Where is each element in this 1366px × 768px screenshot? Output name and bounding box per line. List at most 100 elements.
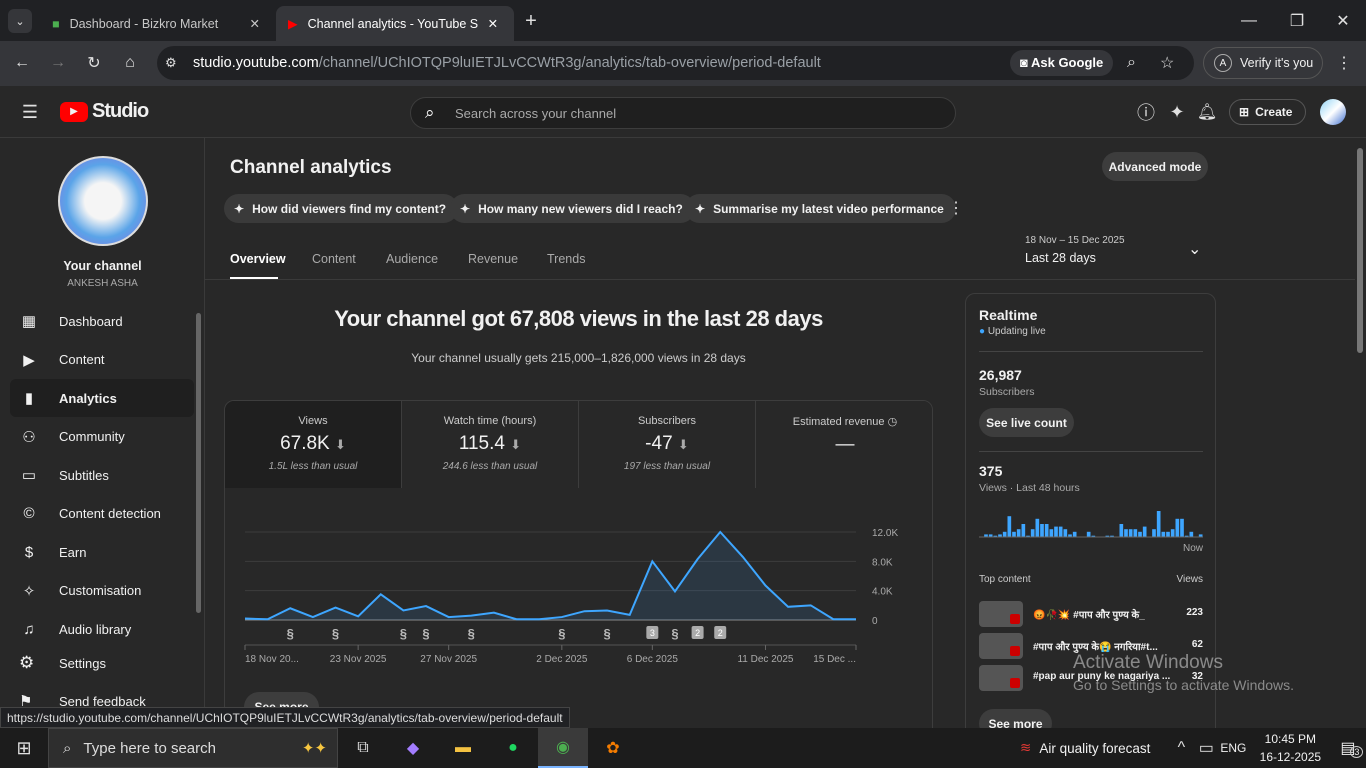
data-point[interactable] [601,604,613,616]
sidebar-item-settings[interactable]: ⚙ Settings [19,653,106,672]
tab-search-button[interactable]: ⌄ [8,9,32,33]
language-indicator[interactable]: ENG [1220,741,1247,755]
realtime-bar[interactable] [1198,534,1203,537]
realtime-bar[interactable] [984,534,988,537]
realtime-bar[interactable] [1105,535,1110,537]
top-content-title[interactable]: 😡🥀💥 #पाप और पुण्य के_ [1033,610,1145,621]
data-point[interactable] [284,602,296,614]
data-point[interactable] [556,611,568,623]
data-point[interactable] [443,611,455,623]
sidebar-item-audio-library[interactable]: ♫ Audio library [10,610,194,648]
ask-google-button[interactable]: ◙ Ask Google [1010,50,1114,76]
metric-tab[interactable]: Estimated revenue ◷ — [756,401,932,488]
channel-avatar[interactable] [58,156,148,246]
new-tab-button[interactable]: + [525,9,537,32]
sparkle-icon[interactable]: ✦ [1169,101,1185,122]
realtime-bar[interactable] [1007,516,1012,537]
data-point[interactable] [759,580,771,592]
shorts-upload-marker[interactable]: § [558,626,565,641]
shorts-upload-marker[interactable]: § [400,626,407,641]
realtime-bar[interactable] [1058,526,1063,537]
data-point[interactable] [533,613,545,625]
verify-profile-button[interactable]: A Verify it's you [1203,47,1323,79]
tab-revenue[interactable]: Revenue [468,252,519,266]
upload-count-marker[interactable]: 3 [646,626,659,639]
shorts-upload-marker[interactable]: § [332,626,339,641]
sidebar-item-analytics[interactable]: ▮ Analytics [10,379,194,417]
fl-studio-icon[interactable]: ✿ [606,740,620,757]
realtime-bar[interactable] [1189,531,1194,537]
data-point[interactable] [669,585,681,597]
data-point[interactable] [782,601,794,613]
realtime-bar[interactable] [1142,526,1147,537]
data-point[interactable] [827,613,839,625]
copilot-icon[interactable]: ◆ [406,740,420,757]
create-button[interactable]: ⊞ Create [1229,99,1306,125]
data-point[interactable] [624,609,636,621]
ai-suggestion-chip[interactable]: ✦ How many new viewers did I reach? [450,194,695,223]
realtime-bar[interactable] [1166,531,1170,537]
clock[interactable]: 10:45 PM 16-12-2025 [1259,732,1322,764]
realtime-bar[interactable] [1068,534,1072,537]
data-point[interactable] [714,526,726,538]
realtime-bar[interactable] [1040,524,1044,537]
sidebar-item-customisation[interactable]: ✧ Customisation [10,572,194,610]
sidebar-item-content[interactable]: ▶ Content [10,341,194,379]
data-point[interactable] [239,613,251,625]
browser-menu-icon[interactable]: ⋮ [1336,55,1352,72]
realtime-bar[interactable] [1002,531,1007,537]
realtime-bar[interactable] [1152,529,1156,537]
spotify-icon[interactable]: ● [508,739,518,756]
zoom-icon[interactable]: ⌕ [1127,54,1136,71]
date-range-picker[interactable]: 18 Nov – 15 Dec 2025 Last 28 days ⌄ [1025,235,1202,265]
close-tab-icon[interactable]: ✕ [487,17,499,31]
shorts-upload-marker[interactable]: § [468,626,475,641]
see-live-count-button[interactable]: See live count [979,408,1074,437]
home-button[interactable]: ⌂ [125,54,135,71]
forward-button[interactable]: → [50,54,66,71]
data-point[interactable] [330,602,342,614]
realtime-bar[interactable] [1119,524,1124,537]
realtime-bar[interactable] [1133,529,1138,537]
upload-count-marker[interactable]: 2 [691,626,704,639]
realtime-bar[interactable] [1044,524,1049,537]
video-thumbnail[interactable] [979,601,1023,627]
sidebar-item-subtitles[interactable]: ▭ Subtitles [10,456,194,494]
account-avatar[interactable] [1320,99,1346,125]
data-point[interactable] [692,553,704,565]
back-button[interactable]: ← [14,54,30,71]
chrome-icon[interactable]: ◉ [538,728,588,768]
metric-tab[interactable]: Subscribers -47 ⬇ 197 less than usual [579,401,756,488]
realtime-bar[interactable] [1128,529,1133,537]
show-hidden-icons[interactable]: ^ [1177,739,1186,756]
channel-search-input[interactable]: ⌕ Search across your channel [410,97,956,129]
realtime-bar[interactable] [1161,531,1166,537]
data-point[interactable] [805,599,817,611]
realtime-bar[interactable] [1124,529,1128,537]
top-content-title[interactable]: #pap aur puny ke nagariya ... [1033,671,1171,682]
file-explorer-icon[interactable]: ▬ [455,739,471,756]
realtime-bar[interactable] [998,534,1002,537]
data-point[interactable] [420,600,432,612]
realtime-bar[interactable] [993,535,998,537]
realtime-bar[interactable] [1156,511,1161,537]
data-point[interactable] [511,613,523,625]
more-options-icon[interactable]: ⋮ [948,200,964,217]
data-point[interactable] [578,605,590,617]
notifications-bell-icon[interactable]: 🔔︎ [1196,104,1218,121]
realtime-bar[interactable] [1072,531,1077,537]
ai-suggestion-chip[interactable]: ✦ How did viewers find my content? [224,194,459,223]
data-point[interactable] [262,613,274,625]
upload-count-marker[interactable]: 2 [714,626,727,639]
advanced-mode-button[interactable]: Advanced mode [1102,152,1208,181]
realtime-bar[interactable] [1086,531,1091,537]
realtime-bar[interactable] [988,534,993,537]
data-point[interactable] [850,613,862,625]
video-thumbnail[interactable] [979,665,1023,691]
sidebar-item-dashboard[interactable]: ▦ Dashboard [10,302,194,340]
realtime-bar[interactable] [1026,535,1030,537]
realtime-bar[interactable] [1054,526,1058,537]
close-window-button[interactable]: ✕ [1336,13,1350,30]
realtime-bar[interactable] [1091,535,1096,537]
realtime-bar[interactable] [1035,518,1040,537]
